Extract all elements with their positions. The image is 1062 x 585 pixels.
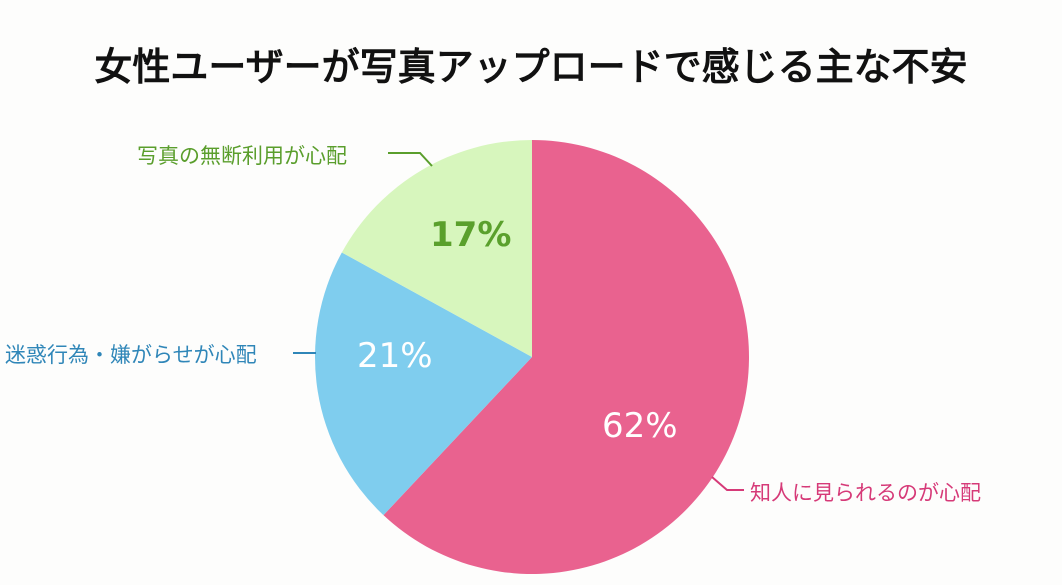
label-unauthorized-use: 写真の無断利用が心配: [137, 144, 347, 168]
label-harassment: 迷惑行為・嫌がらせが心配: [5, 343, 257, 367]
slice-value-unauthorized-use: 17%: [430, 215, 512, 255]
slice-value-acquaintances: 62%: [602, 406, 678, 446]
slice-value-harassment: 21%: [357, 336, 433, 376]
chart-title: 女性ユーザーが写真アップロードで感じる主な不安: [94, 45, 968, 89]
label-acquaintances: 知人に見られるのが心配: [750, 481, 981, 505]
slice-unauthorized-use: [341, 140, 532, 357]
leader-line-acquaintances: [711, 476, 744, 491]
slice-acquaintances: [383, 140, 749, 574]
slice-harassment: [315, 252, 532, 516]
leader-line-unauthorized-use: [388, 152, 433, 167]
